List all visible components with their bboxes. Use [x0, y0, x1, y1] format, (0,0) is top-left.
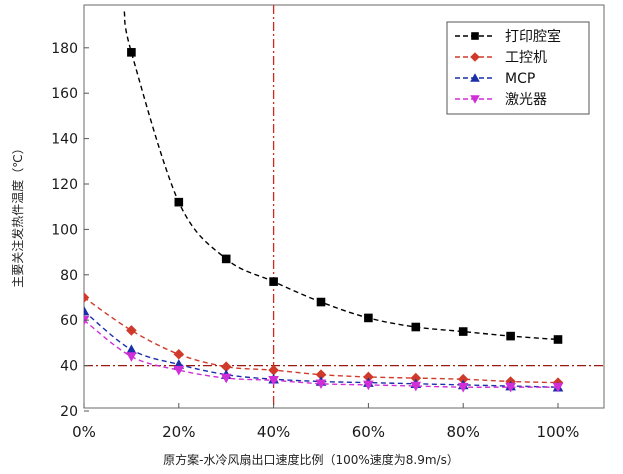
legend-label: 激光器: [505, 91, 547, 108]
data-point: [506, 331, 515, 341]
data-point: [411, 322, 421, 332]
y-tick-label: 180: [51, 41, 78, 57]
legend-item: 激光器: [455, 91, 547, 108]
legend-box: [446, 21, 590, 115]
data-point: [315, 379, 327, 390]
y-tick-label: 100: [51, 222, 78, 238]
x-tick-label: 100%: [537, 423, 580, 441]
data-point: [173, 348, 185, 360]
y-tick-label: 140: [51, 132, 78, 148]
x-tick-label: 20%: [162, 423, 195, 441]
y-tick-label: 160: [51, 86, 78, 102]
data-point: [457, 373, 469, 385]
x-tick-label: 0%: [72, 423, 96, 441]
series-4: [84, 315, 564, 393]
y-axis-label: 主要关注发热件温度（℃）: [10, 142, 25, 287]
data-point: [126, 325, 137, 336]
x-axis-label: 原方案-水冷风扇出口速度比例（100%速度为8.9m/s）: [163, 452, 459, 467]
data-point: [315, 369, 327, 380]
axes: 20 40 60 80 100 120 140 160 180 0% 20% 40% 60% 80% 100…: [51, 41, 579, 441]
data-point: [220, 361, 232, 373]
data-point: [552, 382, 564, 393]
data-point: [316, 297, 326, 307]
y-tick-label: 40: [60, 359, 78, 375]
x-tick-label: 60%: [352, 423, 385, 441]
data-point: [458, 327, 468, 336]
legend-marker: [470, 95, 480, 104]
data-point: [126, 344, 137, 355]
data-point: [221, 254, 231, 264]
data-point: [553, 335, 563, 344]
y-tick-label: 20: [60, 404, 78, 420]
y-tick-label: 80: [60, 268, 78, 284]
data-point: [505, 382, 516, 393]
data-point: [84, 315, 90, 326]
data-point: [84, 305, 90, 316]
legend-item: MCP: [455, 71, 535, 87]
x-tick-label: 40%: [257, 423, 290, 441]
data-point: [174, 197, 184, 207]
y-tick-label: 120: [51, 177, 78, 193]
data-point: [269, 277, 278, 286]
y-tick-label: 60: [60, 313, 78, 329]
series-line: [123, 11, 559, 341]
data-point: [363, 380, 374, 391]
data-point: [457, 382, 469, 393]
data-point: [173, 365, 185, 376]
series-line: [84, 310, 559, 388]
legend-label: MCP: [505, 71, 535, 87]
data-point: [363, 371, 374, 383]
legend-item: 打印腔室: [455, 28, 561, 45]
data-point: [410, 381, 422, 392]
data-point: [268, 376, 279, 386]
data-point: [364, 313, 373, 323]
legend-marker: [471, 32, 479, 40]
data-point: [126, 352, 137, 362]
data-point: [127, 48, 136, 57]
series-2: [84, 292, 564, 388]
data-point: [220, 373, 232, 384]
legend-item: 工控机: [455, 50, 547, 66]
series-group: [84, 11, 564, 393]
legend-label: 工控机: [505, 50, 547, 66]
series-line: [84, 319, 558, 388]
series-1: [123, 11, 563, 344]
legend-marker: [470, 52, 480, 62]
x-tick-label: 80%: [447, 423, 480, 441]
data-point: [268, 364, 279, 376]
data-point: [410, 372, 422, 384]
data-point: [84, 292, 90, 303]
legend-marker: [470, 73, 480, 82]
reference-lines: [84, 5, 604, 408]
legend-label: 打印腔室: [505, 28, 561, 45]
